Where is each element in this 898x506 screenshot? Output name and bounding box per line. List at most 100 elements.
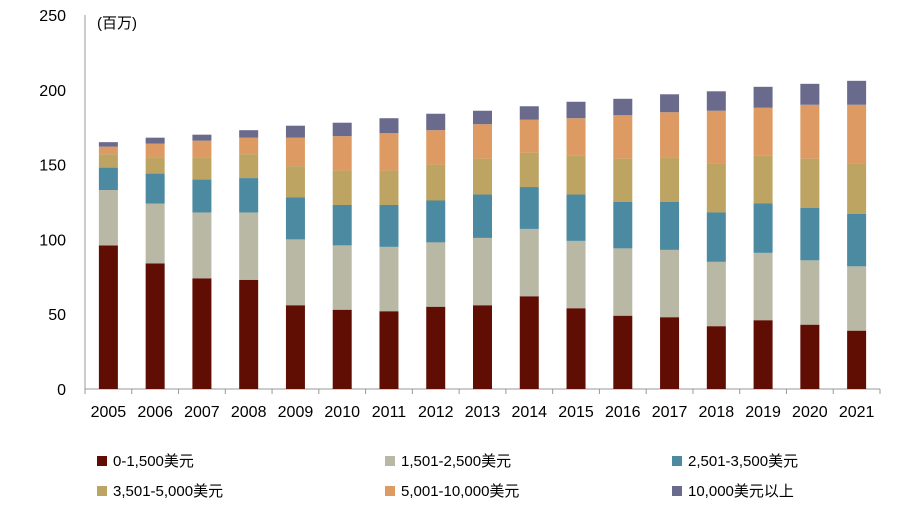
bar-segment-2007-3 [192,157,212,180]
bar-segment-2012-2 [426,200,446,243]
bar-segment-2019-3 [753,155,773,204]
bar-segment-2005-0 [98,245,118,389]
bar-segment-2005-2 [98,167,118,191]
bar-segment-2011-0 [379,311,399,389]
bar-segment-2016-4 [613,115,633,159]
bar-segment-2013-5 [473,110,492,125]
bar-segment-2008-1 [239,212,259,280]
x-tick-label: 2009 [278,404,314,421]
bar-segment-2019-0 [753,320,773,389]
bar-segment-2006-4 [145,143,165,158]
bar-segment-2007-0 [192,278,212,389]
bar-segment-2010-3 [332,170,352,205]
bar-segment-2018-3 [706,163,726,213]
bar-segment-2008-4 [239,137,259,155]
x-tick-label: 2012 [418,404,454,421]
bar-segment-2016-5 [613,98,633,116]
bar-segment-2021-5 [847,80,867,105]
y-tick-label: 100 [39,232,66,249]
bar-segment-2010-4 [332,136,352,171]
bar-segment-2013-3 [473,158,492,195]
bar-segment-2005-4 [98,146,118,155]
unit-label: (百万) [97,15,137,32]
bar-segment-2015-5 [566,101,586,119]
bar-segment-2019-4 [753,107,773,156]
bar-segment-2010-2 [332,204,352,246]
bar-segment-2020-5 [800,83,820,105]
bar-segment-2017-1 [660,249,680,318]
bar-segment-2019-2 [753,203,773,253]
bar-segment-2020-3 [800,158,820,208]
x-tick-label: 2014 [511,404,547,421]
bar-segment-2005-5 [98,142,118,147]
legend-item: 10,000美元以上 [672,480,794,501]
bar-segment-2015-3 [566,155,586,195]
bar-segment-2015-4 [566,118,586,156]
legend-swatch [97,455,107,466]
x-tick-label: 2015 [558,404,594,421]
bar-segment-2007-2 [192,179,212,213]
bar-segment-2013-2 [473,194,492,238]
legend-label: 2,501-3,500美元 [688,453,799,470]
bar-segment-2014-5 [519,106,539,120]
x-tick-label: 2005 [91,404,127,421]
bar-segment-2017-2 [660,202,680,250]
legend-item: 1,501-2,500美元 [385,450,511,471]
legend-swatch [672,485,682,496]
bar-segment-2020-0 [800,324,820,389]
bar-segment-2009-0 [285,305,305,389]
bar-segment-2014-0 [519,296,539,389]
bar-segment-2018-5 [706,91,726,111]
bar-segment-2016-0 [613,315,633,389]
y-tick-label: 50 [48,307,66,324]
bar-segment-2009-2 [285,197,305,240]
bar-segment-2010-5 [332,122,352,137]
bar-segment-2009-4 [285,137,305,167]
bar-segment-2008-5 [239,130,259,138]
bar-segment-2010-0 [332,309,352,389]
bar-segment-2020-1 [800,260,820,325]
bar-segment-2006-3 [145,157,165,174]
bar-segment-2020-4 [800,104,820,159]
y-tick-label: 250 [39,8,66,25]
x-tick-label: 2008 [231,404,267,421]
x-tick-label: 2010 [324,404,360,421]
bar-segment-2015-1 [566,240,586,309]
bar-segment-2012-3 [426,164,446,201]
x-tick-label: 2007 [184,404,220,421]
x-tick-label: 2011 [372,404,407,421]
bar-segment-2009-3 [285,166,305,198]
bar-segment-2012-5 [426,113,446,131]
bar-segment-2005-1 [98,190,118,246]
bar-segment-2018-2 [706,212,726,262]
legend-swatch [385,455,395,466]
legend-item: 0-1,500美元 [97,450,194,471]
bar-segment-2015-0 [566,308,586,389]
bar-segment-2017-4 [660,112,680,158]
x-tick-label: 2017 [652,404,688,421]
bar-segment-2013-0 [473,305,492,389]
y-tick-label: 200 [39,83,66,100]
bar-segment-2012-4 [426,130,446,165]
legend-item: 2,501-3,500美元 [672,450,798,471]
bar-segment-2011-5 [379,118,399,134]
x-tick-label: 2021 [839,404,875,421]
legend-item: 5,001-10,000美元 [385,480,519,501]
bar-segment-2011-2 [379,204,399,247]
bar-segment-2008-0 [239,279,259,389]
bar-segment-2018-4 [706,110,726,164]
legend-label: 10,000美元以上 [688,483,794,500]
bar-segment-2011-1 [379,246,399,312]
bar-segment-2021-2 [847,213,867,267]
bar-segment-2007-4 [192,140,212,158]
bar-segment-2007-5 [192,134,212,141]
bar-segment-2005-3 [98,154,118,168]
bar-segment-2006-2 [145,173,165,204]
bar-segment-2019-5 [753,86,773,108]
bar-segment-2013-1 [473,237,492,306]
bar-segment-2008-2 [239,178,259,213]
bar-segment-2018-0 [706,326,726,389]
legend-label: 0-1,500美元 [113,453,194,470]
bar-segment-2011-3 [379,170,399,205]
